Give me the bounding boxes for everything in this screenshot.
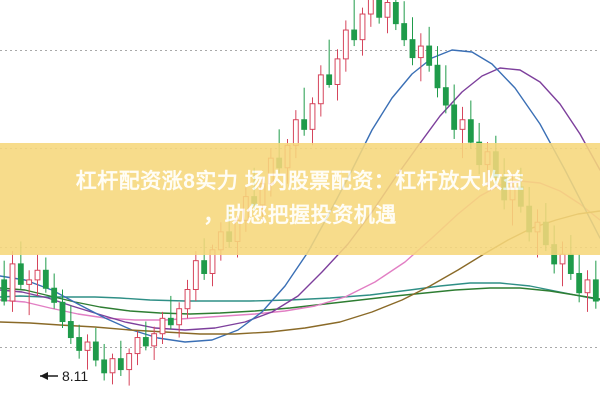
candlestick <box>584 270 591 312</box>
candlestick <box>401 1 408 47</box>
candlestick <box>301 87 308 136</box>
candlestick <box>367 0 374 27</box>
candlestick <box>342 20 349 72</box>
candlestick <box>426 26 433 72</box>
candlestick <box>26 270 33 316</box>
candlestick <box>126 348 133 386</box>
candlestick <box>309 97 316 146</box>
candlestick <box>117 340 124 376</box>
candlestick <box>192 251 199 302</box>
candlestick <box>592 260 599 309</box>
candlestick <box>84 334 91 370</box>
candlestick <box>417 33 424 82</box>
price-annotation-label: 8.11 <box>62 368 89 384</box>
candlestick <box>1 260 8 306</box>
candlestick <box>42 257 49 293</box>
candlestick <box>159 311 166 344</box>
candlestick <box>451 84 458 139</box>
candlestick <box>76 324 83 359</box>
candlestick <box>392 0 399 31</box>
price-annotation-marker <box>40 372 58 380</box>
candlestick <box>92 327 99 367</box>
candlestick <box>109 353 116 385</box>
candlestick <box>9 251 16 312</box>
candlestick <box>34 254 41 296</box>
candlestick <box>101 343 108 381</box>
candlestick <box>151 326 158 360</box>
candlestick <box>184 279 191 319</box>
candlestick <box>576 254 583 303</box>
candlestick <box>134 331 141 366</box>
ma-line-ma30 <box>0 67 600 331</box>
candlestick <box>326 39 333 88</box>
candlestick <box>351 0 358 47</box>
candlestick <box>167 295 174 330</box>
annotation-arrow <box>40 372 48 380</box>
candlestick <box>409 17 416 66</box>
candlestick <box>317 65 324 117</box>
candlestick <box>59 289 66 328</box>
candlestick <box>359 7 366 56</box>
candlestick <box>176 302 183 338</box>
candlestick <box>384 0 391 34</box>
candlestick <box>434 46 441 98</box>
candlestick <box>334 49 341 101</box>
ma-line-ma10 <box>0 287 600 315</box>
candlestick <box>51 273 58 309</box>
ma-line-ma5 <box>0 282 600 302</box>
candlestick <box>142 321 149 351</box>
candlestick <box>67 305 74 344</box>
candlestick <box>376 0 383 24</box>
candlestick <box>442 65 449 114</box>
candlestick <box>467 100 474 149</box>
